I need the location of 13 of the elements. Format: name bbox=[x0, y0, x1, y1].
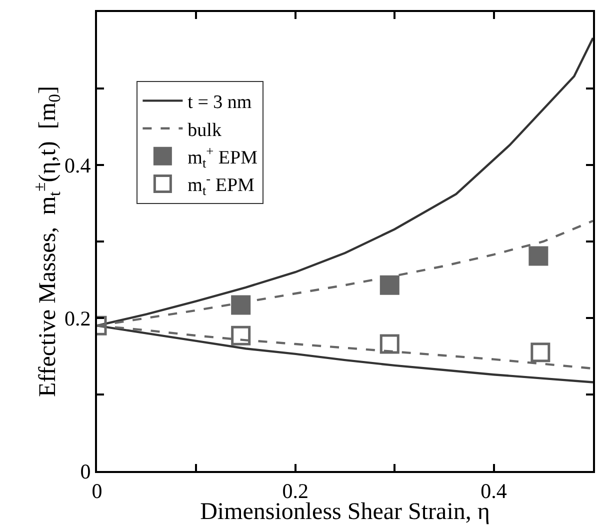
point bbox=[528, 246, 548, 266]
point bbox=[380, 275, 400, 295]
y-tick-label: 0.4 bbox=[64, 153, 92, 178]
legend-label: t = 3 nm bbox=[188, 92, 252, 114]
legend-label: m$_{t}$$^{-}$ EPM bbox=[188, 171, 255, 198]
legend-label: bulk bbox=[188, 120, 222, 141]
point bbox=[231, 326, 251, 346]
point bbox=[231, 295, 251, 315]
point bbox=[530, 342, 550, 362]
y-tick-label: 0.2 bbox=[64, 306, 91, 330]
legend-label: m$_{t}$$^{+}$ EPM bbox=[188, 144, 258, 170]
y-tick-label: 0 bbox=[80, 459, 91, 484]
point bbox=[380, 334, 400, 354]
